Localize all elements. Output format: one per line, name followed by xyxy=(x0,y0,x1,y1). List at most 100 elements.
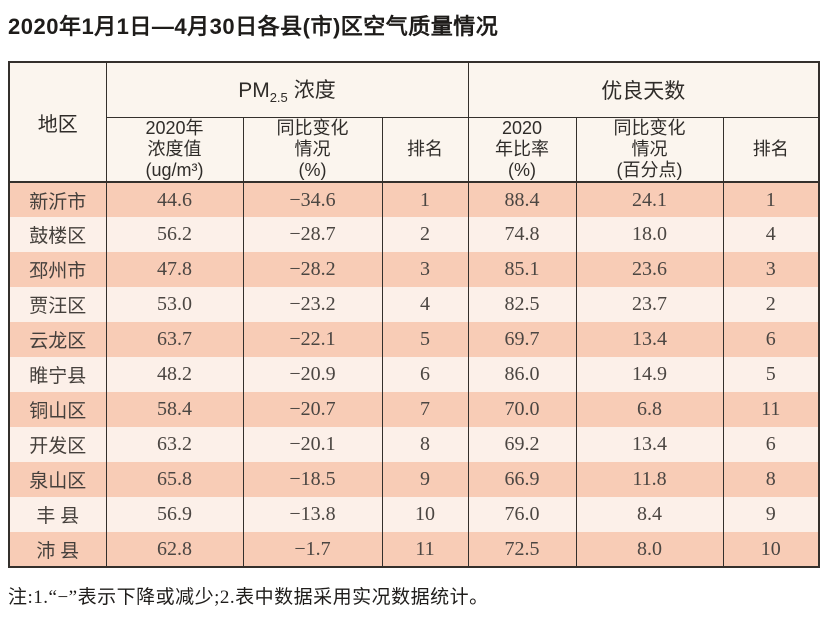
pm-rank-cell: 6 xyxy=(381,357,469,393)
table-row: 睢宁县 48.2 −20.9 6 86.0 14.9 5 xyxy=(8,357,820,393)
region-cell: 贾汪区 xyxy=(8,287,107,323)
pm-rank-cell: 4 xyxy=(381,287,469,323)
table-body: 新沂市 44.6 −34.6 1 88.4 24.1 1 鼓楼区 56.2 −2… xyxy=(8,182,820,568)
days-rate-cell: 88.4 xyxy=(467,182,577,218)
pm-change-cell: −23.2 xyxy=(242,287,383,323)
pm-value-cell: 63.7 xyxy=(105,322,244,358)
days-rank-cell: 5 xyxy=(722,357,820,393)
pm-change-cell: −20.1 xyxy=(242,427,383,463)
pm-rank-cell: 9 xyxy=(381,462,469,498)
table-row: 泉山区 65.8 −18.5 9 66.9 11.8 8 xyxy=(8,462,820,498)
days-rate-cell: 74.8 xyxy=(467,217,577,253)
days-rate-cell: 69.7 xyxy=(467,322,577,358)
pm-change-cell: −34.6 xyxy=(242,182,383,218)
region-cell: 开发区 xyxy=(8,427,107,463)
days-rate-cell: 72.5 xyxy=(467,532,577,568)
days-rank-cell: 2 xyxy=(722,287,820,323)
footnote: 注:1.“−”表示下降或减少;2.表中数据采用实况数据统计。 xyxy=(8,587,489,609)
column-header-days-change: 同比变化 情况 (百分点) xyxy=(575,117,724,184)
column-header-pm-value: 2020年 浓度值 (ug/m³) xyxy=(105,117,244,184)
days-change-cell: 23.7 xyxy=(575,287,724,323)
days-rate-cell: 76.0 xyxy=(467,497,577,533)
table-row: 沛 县 62.8 −1.7 11 72.5 8.0 10 xyxy=(8,532,820,568)
pm-value-cell: 48.2 xyxy=(105,357,244,393)
pm-value-cell: 62.8 xyxy=(105,532,244,568)
pm-change-cell: −18.5 xyxy=(242,462,383,498)
pm-value-cell: 56.2 xyxy=(105,217,244,253)
group-header-pm25: PM2.5 浓度 xyxy=(105,62,469,118)
days-rank-cell: 10 xyxy=(722,532,820,568)
days-change-cell: 6.8 xyxy=(575,392,724,428)
pm-rank-cell: 5 xyxy=(381,322,469,358)
region-cell: 铜山区 xyxy=(8,392,107,428)
table-row: 邳州市 47.8 −28.2 3 85.1 23.6 3 xyxy=(8,252,820,288)
days-rank-cell: 6 xyxy=(722,322,820,358)
pm-rank-cell: 1 xyxy=(381,182,469,218)
table-row: 开发区 63.2 −20.1 8 69.2 13.4 6 xyxy=(8,427,820,463)
days-change-cell: 13.4 xyxy=(575,427,724,463)
pm-change-cell: −28.2 xyxy=(242,252,383,288)
sub-header-row: 2020年 浓度值 (ug/m³) 同比变化 情况 (%) 排名 2020 年比… xyxy=(9,117,820,184)
region-cell: 邳州市 xyxy=(8,252,107,288)
pm-rank-cell: 11 xyxy=(381,532,469,568)
column-header-days-rank: 排名 xyxy=(722,117,820,184)
days-change-cell: 24.1 xyxy=(575,182,724,218)
days-rank-cell: 6 xyxy=(722,427,820,463)
days-change-cell: 13.4 xyxy=(575,322,724,358)
days-rank-cell: 11 xyxy=(722,392,820,428)
pm-rank-cell: 7 xyxy=(381,392,469,428)
pm-rank-cell: 2 xyxy=(381,217,469,253)
pm-change-cell: −22.1 xyxy=(242,322,383,358)
column-header-days-rate: 2020 年比率 (%) xyxy=(467,117,577,184)
region-cell: 云龙区 xyxy=(8,322,107,358)
column-header-pm-change: 同比变化 情况 (%) xyxy=(242,117,383,184)
days-rate-cell: 70.0 xyxy=(467,392,577,428)
group-header-row: 地区 PM2.5 浓度 优良天数 xyxy=(8,62,820,184)
days-rank-cell: 3 xyxy=(722,252,820,288)
table-row: 鼓楼区 56.2 −28.7 2 74.8 18.0 4 xyxy=(8,217,820,253)
pm-value-cell: 58.4 xyxy=(105,392,244,428)
days-rate-cell: 69.2 xyxy=(467,427,577,463)
pm-value-cell: 53.0 xyxy=(105,287,244,323)
days-change-cell: 14.9 xyxy=(575,357,724,393)
days-rank-cell: 8 xyxy=(722,462,820,498)
days-rate-cell: 86.0 xyxy=(467,357,577,393)
table-row: 贾汪区 53.0 −23.2 4 82.5 23.7 2 xyxy=(8,287,820,323)
region-cell: 睢宁县 xyxy=(8,357,107,393)
days-change-cell: 8.0 xyxy=(575,532,724,568)
region-cell: 鼓楼区 xyxy=(8,217,107,253)
pm-change-cell: −20.9 xyxy=(242,357,383,393)
days-rate-cell: 85.1 xyxy=(467,252,577,288)
days-change-cell: 23.6 xyxy=(575,252,724,288)
pm25-subscript: 2.5 xyxy=(269,90,288,106)
region-cell: 新沂市 xyxy=(8,182,107,218)
days-rank-cell: 4 xyxy=(722,217,820,253)
pm-change-cell: −28.7 xyxy=(242,217,383,253)
table-row: 丰 县 56.9 −13.8 10 76.0 8.4 9 xyxy=(8,497,820,533)
region-cell: 泉山区 xyxy=(8,462,107,498)
pm-change-cell: −1.7 xyxy=(242,532,383,568)
region-cell: 沛 县 xyxy=(8,532,107,568)
table-header: 地区 PM2.5 浓度 优良天数 2020年 浓度值 (ug/m³) 同比变化 情… xyxy=(8,62,820,184)
air-quality-table: 地区 PM2.5 浓度 优良天数 2020年 浓度值 (ug/m³) 同比变化 情… xyxy=(8,61,820,569)
pm-value-cell: 56.9 xyxy=(105,497,244,533)
group-header-good-days: 优良天数 xyxy=(467,62,820,118)
days-change-cell: 11.8 xyxy=(575,462,724,498)
pm-rank-cell: 8 xyxy=(381,427,469,463)
days-rate-cell: 66.9 xyxy=(467,462,577,498)
pm-value-cell: 44.6 xyxy=(105,182,244,218)
pm-value-cell: 63.2 xyxy=(105,427,244,463)
page-title: 2020年1月1日—4月30日各县(市)区空气质量情况 xyxy=(8,14,499,39)
days-change-cell: 18.0 xyxy=(575,217,724,253)
table-row: 铜山区 58.4 −20.7 7 70.0 6.8 11 xyxy=(8,392,820,428)
pm-rank-cell: 3 xyxy=(381,252,469,288)
pm-change-cell: −20.7 xyxy=(242,392,383,428)
days-change-cell: 8.4 xyxy=(575,497,724,533)
pm25-label: PM2.5 浓度 xyxy=(238,79,336,106)
table-row: 新沂市 44.6 −34.6 1 88.4 24.1 1 xyxy=(8,182,820,218)
table-row: 云龙区 63.7 −22.1 5 69.7 13.4 6 xyxy=(8,322,820,358)
days-rank-cell: 9 xyxy=(722,497,820,533)
column-header-region: 地区 xyxy=(8,62,107,184)
pm-rank-cell: 10 xyxy=(381,497,469,533)
